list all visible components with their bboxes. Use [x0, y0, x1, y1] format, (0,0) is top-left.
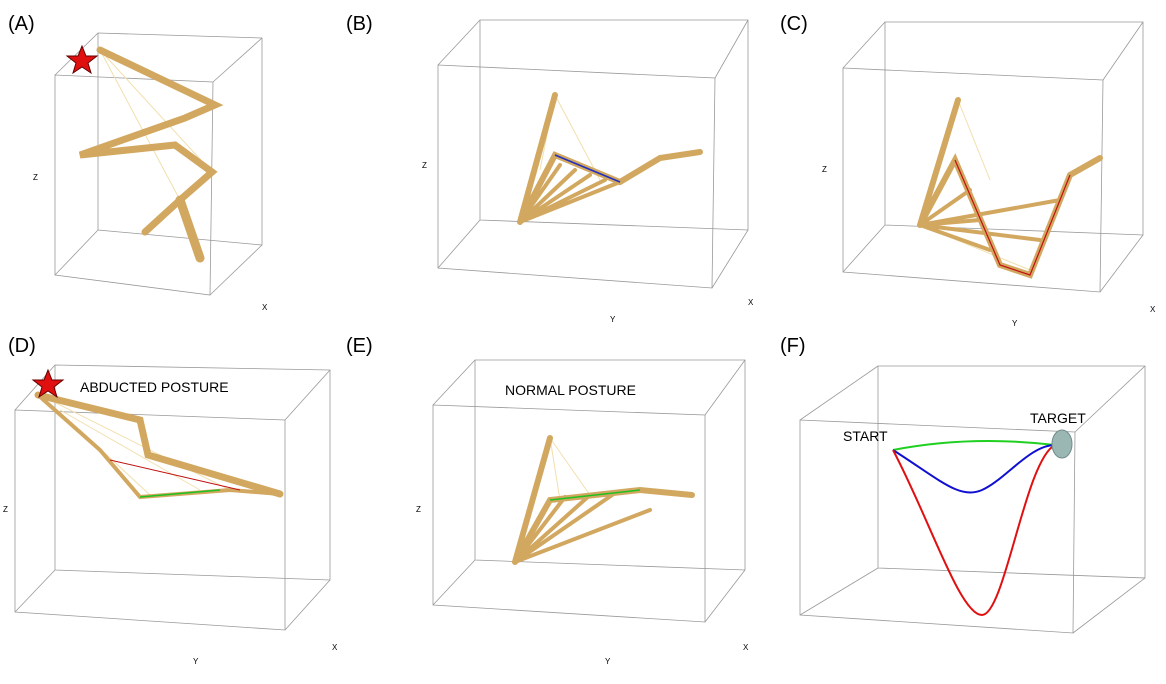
- axes-box-part: [212, 37, 263, 83]
- arm-model-part: [78, 46, 224, 236]
- arm-model: [517, 92, 703, 225]
- axes-box-part: [54, 229, 99, 276]
- axes-box-part: [1072, 577, 1146, 634]
- axes-box-part: [479, 19, 749, 231]
- axes-box-part: [437, 219, 481, 269]
- arm-model-part: [99, 49, 216, 201]
- axes-box-part: [209, 244, 263, 296]
- arm-model-part: [39, 394, 231, 496]
- axis-label: Z: [33, 173, 38, 182]
- axes-box-part: [1074, 365, 1146, 433]
- axes-box-part: [842, 67, 1104, 293]
- arm-model-part: [554, 154, 621, 183]
- trajectories-part: [892, 444, 1056, 617]
- axes-box-part: [432, 359, 476, 406]
- axes-box-part: [284, 369, 331, 421]
- axes-box-part: [711, 229, 749, 289]
- arm-model-part: [175, 195, 205, 263]
- arm-model-part: [513, 491, 652, 564]
- arm-model-part: [139, 489, 221, 498]
- axes-box-part: [14, 569, 56, 613]
- axes-box-part: [877, 365, 1146, 579]
- axes-box: [799, 365, 1146, 634]
- axis-label: Y: [1012, 319, 1018, 328]
- arm-model: [78, 46, 224, 263]
- axes-box-part: [284, 579, 331, 631]
- panel-label: (A): [8, 13, 35, 35]
- axes-box-part: [714, 19, 749, 79]
- axes-box-part: [1102, 21, 1144, 81]
- axes-box-part: [799, 365, 879, 421]
- annotation: NORMAL POSTURE: [505, 382, 636, 398]
- arm-model-part: [518, 163, 622, 224]
- panel-a: (A) Z X: [8, 13, 268, 312]
- axes-box: [14, 364, 331, 631]
- axes-box-part: [437, 64, 716, 289]
- start-label: START: [843, 428, 888, 444]
- axes-box-part: [54, 32, 99, 76]
- axes-box-part: [704, 569, 746, 623]
- star-marker: [65, 44, 99, 75]
- axes-box: [432, 359, 746, 623]
- arm-model: [34, 391, 284, 500]
- panel-c: (C) Z Y X: [780, 13, 1156, 328]
- arm-model: [512, 435, 695, 565]
- axes-box-part: [54, 74, 214, 296]
- arm-model: [917, 97, 1103, 279]
- axes-box-part: [842, 224, 886, 273]
- star-marker: [31, 368, 65, 399]
- panel-label: (E): [346, 335, 373, 357]
- axes-box-part: [704, 359, 746, 416]
- axis-label: X: [748, 298, 754, 307]
- axis-label: X: [262, 303, 268, 312]
- trajectories: [892, 440, 1056, 617]
- axis-label: Z: [822, 165, 827, 174]
- target-marker: [1051, 429, 1073, 459]
- axis-label: X: [332, 643, 338, 652]
- axis-label: X: [1150, 305, 1156, 314]
- panel-label: (B): [346, 13, 373, 35]
- arm-model-part: [917, 97, 1103, 279]
- arm-model-part: [954, 159, 1071, 276]
- panel-b: (B) Z Y X: [346, 13, 754, 324]
- arm-model-part: [549, 489, 641, 501]
- arm-model-part: [918, 188, 1062, 252]
- panel-label: (C): [780, 13, 808, 35]
- trajectories-part: [892, 444, 1056, 494]
- axes-box-part: [799, 567, 879, 616]
- trajectories-part: [892, 440, 1056, 451]
- axes-box-part: [842, 21, 886, 69]
- axis-label: Y: [193, 657, 199, 666]
- target-label: TARGET: [1030, 410, 1086, 426]
- axes-box-part: [54, 364, 331, 581]
- panel-label: (F): [780, 335, 806, 357]
- annotation: ABDUCTED POSTURE: [80, 379, 229, 395]
- axis-label: Y: [610, 315, 616, 324]
- panel-e: (E) NORMAL POSTURE Z Y X: [346, 335, 749, 666]
- axes-box-part: [1099, 234, 1144, 293]
- axis-label: Y: [605, 657, 611, 666]
- axis-label: Z: [3, 505, 8, 514]
- axes-box-part: [14, 409, 286, 631]
- axes-box: [54, 32, 263, 296]
- axes-box: [842, 21, 1144, 293]
- panel-f: (F) START TARGET: [780, 335, 1146, 634]
- axis-label: Z: [422, 161, 427, 170]
- arm-model-part: [34, 391, 284, 498]
- axes-box: [437, 19, 749, 289]
- panel-label: (D): [8, 335, 36, 357]
- axes-box-part: [432, 559, 476, 606]
- panel-d: (D) ABDUCTED POSTURE Z Y X: [3, 335, 338, 666]
- axis-label: Z: [416, 505, 421, 514]
- axes-box-part: [437, 19, 481, 66]
- arm-model-part: [109, 459, 241, 491]
- axis-label: X: [743, 643, 749, 652]
